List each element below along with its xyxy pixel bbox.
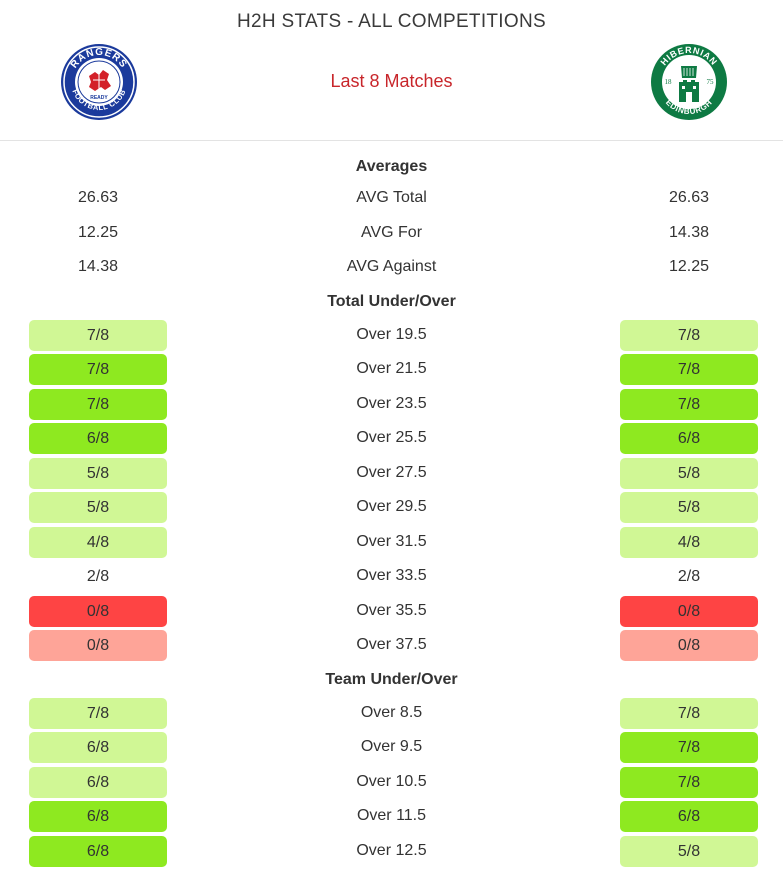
averages-table: 26.63 AVG Total 26.63 12.25 AVG For 14.38 14.3… bbox=[0, 181, 783, 285]
stat-row: 2/8 Over 33.5 2/8 bbox=[0, 559, 783, 594]
stat-row: 6/8 Over 12.5 5/8 bbox=[0, 834, 783, 869]
away-stat-cell: 7/8 bbox=[620, 388, 758, 420]
stat-label: Over 21.5 bbox=[356, 360, 427, 377]
away-average-value: 26.63 bbox=[668, 189, 710, 206]
average-label: AVG For bbox=[360, 223, 423, 241]
away-stat-cell: 5/8 bbox=[620, 835, 758, 867]
home-stat-cell: 7/8 bbox=[29, 697, 167, 729]
svg-text:18: 18 bbox=[665, 78, 673, 86]
home-stat-cell: 5/8 bbox=[29, 492, 167, 523]
home-stat-cell: 2/8 bbox=[86, 568, 110, 585]
stat-label: Over 25.5 bbox=[356, 429, 427, 446]
home-stat-cell: 7/8 bbox=[29, 388, 167, 420]
average-row: 12.25 AVG For 14.38 bbox=[0, 216, 783, 251]
stat-label: Over 33.5 bbox=[356, 567, 427, 584]
away-average-value: 14.38 bbox=[668, 223, 710, 241]
team-under-over-title: Team Under/Over bbox=[325, 670, 458, 688]
away-stat-cell: 2/8 bbox=[677, 568, 701, 585]
average-label: AVG Against bbox=[346, 258, 437, 275]
stat-label: Over 19.5 bbox=[356, 325, 427, 343]
stat-label: Over 29.5 bbox=[356, 498, 427, 515]
away-stat-cell: 7/8 bbox=[620, 732, 758, 763]
away-stat-cell: 0/8 bbox=[620, 630, 758, 661]
home-stat-cell: 0/8 bbox=[29, 630, 167, 661]
stat-row: 0/8 Over 35.5 0/8 bbox=[0, 594, 783, 629]
home-average-value: 12.25 bbox=[77, 223, 119, 241]
away-stat-cell: 7/8 bbox=[620, 354, 758, 385]
away-stat-cell: 7/8 bbox=[620, 697, 758, 729]
page-title: H2H STATS - ALL COMPETITIONS bbox=[237, 11, 546, 32]
home-stat-cell: 5/8 bbox=[29, 457, 167, 489]
stat-row: 6/8 Over 25.5 6/8 bbox=[0, 421, 783, 456]
stat-label: Over 31.5 bbox=[356, 532, 427, 550]
away-stat-cell: 0/8 bbox=[620, 595, 758, 627]
away-average-value: 12.25 bbox=[668, 258, 710, 275]
stat-row: 6/8 Over 11.5 6/8 bbox=[0, 799, 783, 834]
home-stat-cell: 6/8 bbox=[29, 732, 167, 763]
stat-row: 5/8 Over 29.5 5/8 bbox=[0, 490, 783, 525]
page-header: H2H STATS - ALL COMPETITIONS RANGERS FOO… bbox=[0, 0, 783, 141]
matches-subtitle: Last 8 Matches bbox=[330, 71, 453, 91]
team-under-over-table: 7/8 Over 8.5 7/8 6/8 Over 9.5 7/8 6/8 Over 10.5… bbox=[0, 696, 783, 869]
average-label: AVG Total bbox=[356, 189, 427, 206]
home-stat-cell: 0/8 bbox=[29, 595, 167, 627]
away-stat-cell: 7/8 bbox=[620, 319, 758, 351]
svg-text:READY: READY bbox=[90, 95, 108, 101]
away-stat-cell: 6/8 bbox=[620, 423, 758, 454]
stat-row: 4/8 Over 31.5 4/8 bbox=[0, 525, 783, 560]
away-stat-cell: 5/8 bbox=[620, 492, 758, 523]
stat-row: 7/8 Over 21.5 7/8 bbox=[0, 352, 783, 387]
away-stat-cell: 7/8 bbox=[620, 766, 758, 798]
stats-content: Averages 26.63 AVG Total 26.63 12.25 AVG For… bbox=[0, 141, 783, 868]
stat-row: 6/8 Over 10.5 7/8 bbox=[0, 765, 783, 800]
stat-row: 7/8 Over 19.5 7/8 bbox=[0, 318, 783, 353]
home-stat-cell: 7/8 bbox=[29, 354, 167, 385]
home-average-value: 26.63 bbox=[77, 189, 119, 206]
away-stat-cell: 4/8 bbox=[620, 526, 758, 558]
averages-title: Averages bbox=[355, 158, 428, 175]
stat-row: 5/8 Over 27.5 5/8 bbox=[0, 456, 783, 491]
stat-label: Over 23.5 bbox=[356, 394, 427, 412]
stat-row: 7/8 Over 8.5 7/8 bbox=[0, 696, 783, 731]
stat-label: Over 35.5 bbox=[356, 601, 427, 619]
stat-row: 0/8 Over 37.5 0/8 bbox=[0, 628, 783, 663]
average-row: 26.63 AVG Total 26.63 bbox=[0, 181, 783, 216]
away-stat-cell: 5/8 bbox=[620, 457, 758, 489]
home-stat-cell: 7/8 bbox=[29, 319, 167, 351]
home-stat-cell: 6/8 bbox=[29, 801, 167, 832]
total-under-over-title: Total Under/Over bbox=[327, 292, 456, 310]
home-stat-cell: 6/8 bbox=[29, 423, 167, 454]
svg-text:75: 75 bbox=[707, 78, 715, 86]
stat-label: Over 11.5 bbox=[356, 807, 427, 824]
stat-row: 7/8 Over 23.5 7/8 bbox=[0, 387, 783, 422]
home-stat-cell: 6/8 bbox=[29, 766, 167, 798]
away-stat-cell: 6/8 bbox=[620, 801, 758, 832]
hibernian-crest-icon: HIBERNIAN EDINBURGH 18 75 bbox=[649, 42, 729, 122]
stat-label: Over 27.5 bbox=[356, 463, 427, 481]
home-average-value: 14.38 bbox=[77, 258, 119, 275]
average-row: 14.38 AVG Against 12.25 bbox=[0, 250, 783, 285]
stat-label: Over 10.5 bbox=[356, 772, 427, 790]
stat-label: Over 37.5 bbox=[356, 636, 427, 653]
stat-label: Over 9.5 bbox=[360, 738, 423, 755]
total-under-over-table: 7/8 Over 19.5 7/8 7/8 Over 21.5 7/8 7/8 Over 23… bbox=[0, 318, 783, 663]
stat-row: 6/8 Over 9.5 7/8 bbox=[0, 730, 783, 765]
stat-label: Over 12.5 bbox=[356, 841, 427, 859]
home-stat-cell: 6/8 bbox=[29, 835, 167, 867]
rangers-crest-icon: RANGERS FOOTBALL CLUB READY bbox=[59, 42, 139, 122]
home-stat-cell: 4/8 bbox=[29, 526, 167, 558]
stat-label: Over 8.5 bbox=[360, 703, 423, 721]
